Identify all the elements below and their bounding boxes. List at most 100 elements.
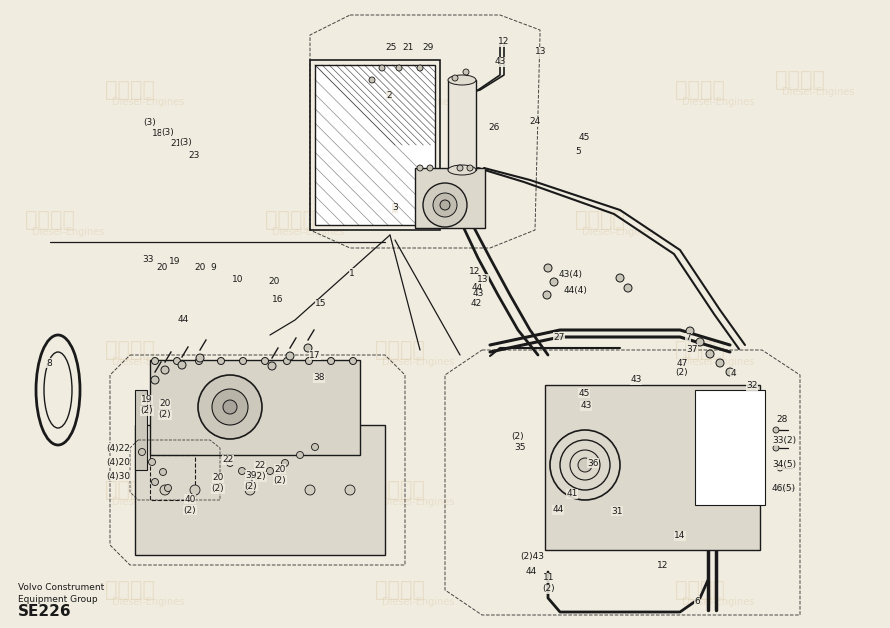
Circle shape (369, 77, 375, 83)
Text: (4)30: (4)30 (106, 472, 130, 480)
Text: Diesel-Engines: Diesel-Engines (32, 227, 104, 237)
Text: 紫发动力: 紫发动力 (105, 80, 155, 100)
Circle shape (616, 274, 624, 282)
Text: 紫发动力: 紫发动力 (775, 70, 825, 90)
Circle shape (252, 475, 258, 482)
Circle shape (696, 338, 704, 346)
Circle shape (716, 359, 724, 367)
Text: 43(4): 43(4) (559, 271, 583, 279)
Text: (2): (2) (245, 482, 257, 490)
Bar (448, 80, 476, 170)
Text: (2): (2) (158, 411, 171, 420)
Circle shape (149, 458, 156, 465)
Text: 39: 39 (246, 470, 256, 480)
Text: 36: 36 (587, 458, 599, 467)
Text: 43: 43 (494, 58, 506, 67)
Circle shape (286, 352, 294, 360)
Circle shape (284, 357, 290, 364)
Circle shape (452, 75, 458, 81)
Circle shape (779, 485, 785, 491)
Circle shape (262, 357, 269, 364)
Circle shape (268, 362, 276, 370)
Circle shape (427, 165, 433, 171)
Text: 42: 42 (471, 298, 481, 308)
Circle shape (463, 69, 469, 75)
Circle shape (174, 357, 181, 364)
Text: 45: 45 (578, 134, 590, 143)
Text: SE226: SE226 (18, 604, 71, 619)
Text: (2)43: (2)43 (520, 551, 544, 561)
Text: Diesel-Engines: Diesel-Engines (112, 497, 184, 507)
Text: 20: 20 (274, 465, 286, 474)
Circle shape (305, 357, 312, 364)
Text: Diesel-Engines: Diesel-Engines (112, 357, 184, 367)
Text: 20: 20 (213, 474, 223, 482)
Text: 12: 12 (498, 38, 510, 46)
Text: Diesel-Engines: Diesel-Engines (112, 597, 184, 607)
Circle shape (160, 485, 170, 495)
Circle shape (190, 485, 200, 495)
Text: Diesel-Engines: Diesel-Engines (382, 597, 454, 607)
Text: (3): (3) (180, 139, 192, 148)
Text: 29: 29 (423, 43, 433, 51)
Text: 紫发动力: 紫发动力 (265, 210, 315, 230)
Bar (150, 455, 195, 500)
Circle shape (433, 193, 457, 217)
Text: 2: 2 (386, 90, 392, 99)
Bar (545, 385, 760, 550)
Text: (3): (3) (143, 117, 157, 126)
Text: 20: 20 (194, 263, 206, 271)
Text: 紫发动力: 紫发动力 (375, 480, 425, 500)
Circle shape (417, 65, 423, 71)
Text: Diesel-Engines: Diesel-Engines (382, 357, 454, 367)
Circle shape (223, 400, 237, 414)
Circle shape (773, 445, 779, 451)
Circle shape (706, 350, 714, 358)
Circle shape (304, 344, 312, 352)
Text: 16: 16 (272, 296, 284, 305)
Text: 26: 26 (489, 124, 499, 133)
Ellipse shape (448, 165, 476, 175)
Text: 22: 22 (222, 455, 233, 465)
Bar (415, 168, 485, 228)
Text: (2): (2) (183, 506, 197, 514)
Text: 紫发动力: 紫发动力 (375, 80, 425, 100)
Text: 紫发动力: 紫发动力 (675, 480, 725, 500)
Text: 紫发动力: 紫发动力 (375, 340, 425, 360)
Text: 19: 19 (142, 396, 153, 404)
Circle shape (159, 468, 166, 475)
Text: 1: 1 (349, 269, 355, 278)
Bar (150, 360, 360, 455)
Circle shape (151, 357, 158, 364)
Circle shape (266, 467, 273, 475)
Circle shape (239, 357, 247, 364)
Text: Diesel-Engines: Diesel-Engines (382, 97, 454, 107)
Text: 紫发动力: 紫发动力 (675, 340, 725, 360)
Circle shape (726, 368, 734, 376)
Circle shape (417, 165, 423, 171)
Text: 紫发动力: 紫发动力 (575, 210, 625, 230)
Text: 5: 5 (575, 148, 581, 156)
Text: 3: 3 (392, 203, 398, 212)
Text: 25: 25 (385, 43, 397, 51)
Circle shape (350, 357, 357, 364)
Text: Diesel-Engines: Diesel-Engines (112, 97, 184, 107)
Text: 21: 21 (170, 139, 182, 148)
Bar (135, 390, 147, 470)
Text: Diesel-Engines: Diesel-Engines (271, 227, 344, 237)
Text: 10: 10 (232, 276, 244, 284)
Text: 12: 12 (469, 268, 481, 276)
Circle shape (296, 452, 303, 458)
Text: 18: 18 (152, 129, 164, 138)
Text: 7: 7 (685, 333, 691, 342)
Circle shape (239, 467, 246, 475)
Text: (2): (2) (543, 585, 555, 593)
Text: 紫发动力: 紫发动力 (105, 340, 155, 360)
Text: 20: 20 (159, 399, 171, 408)
Text: (2): (2) (212, 484, 224, 494)
Text: 紫发动力: 紫发动力 (105, 480, 155, 500)
Text: Volvo Construment
Equipment Group: Volvo Construment Equipment Group (18, 583, 104, 605)
Text: 38: 38 (313, 374, 325, 382)
Text: (4)20: (4)20 (106, 458, 130, 467)
Text: 13: 13 (477, 274, 489, 283)
